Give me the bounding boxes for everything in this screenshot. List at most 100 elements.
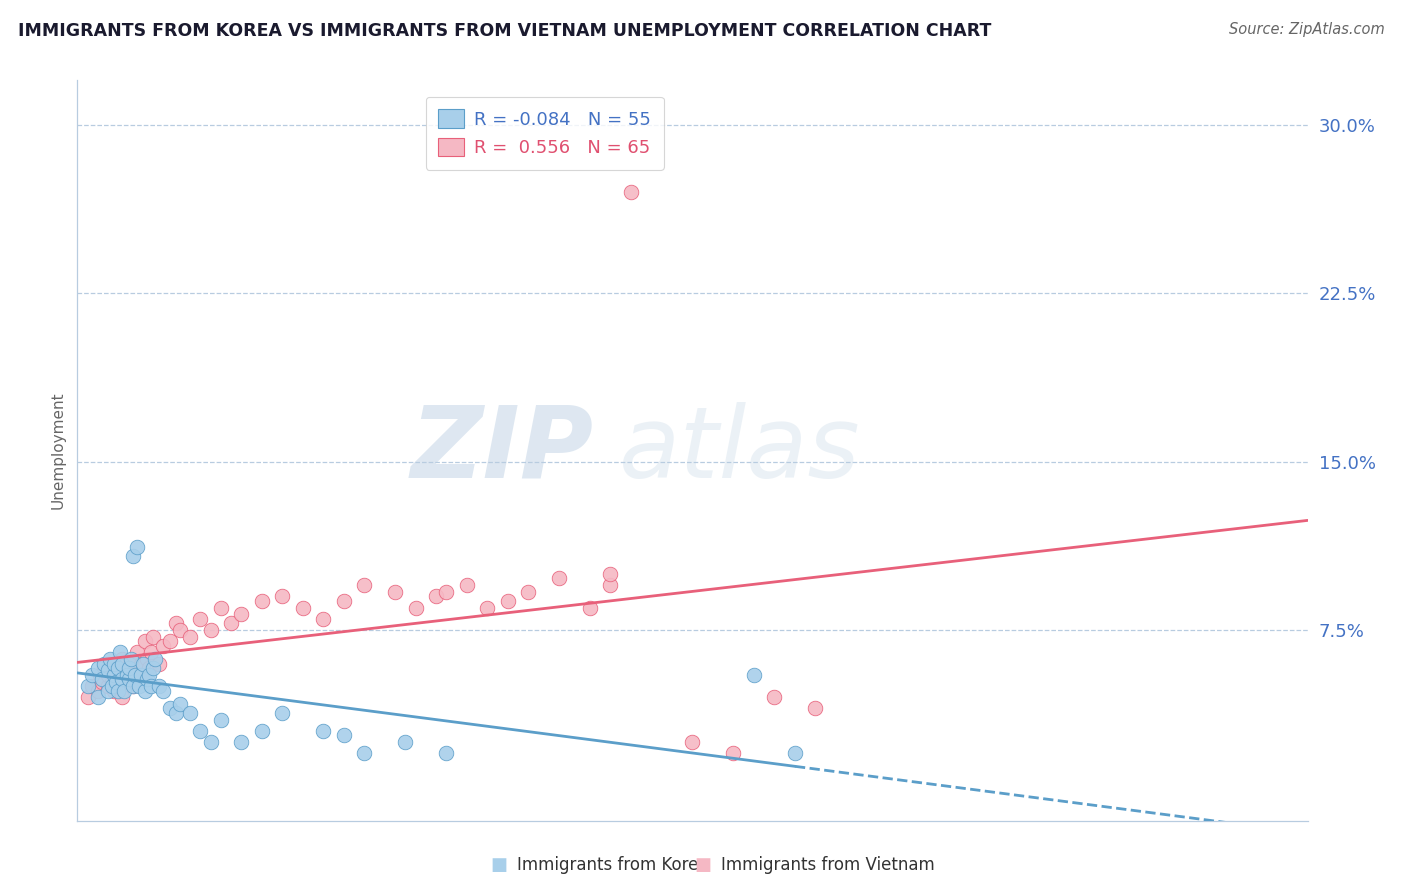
Point [111,690,134,705]
Point [80,668,103,682]
Point [87,683,110,698]
Point [121,679,143,693]
Point [76,679,98,693]
Point [148,657,170,671]
Point [90,673,114,687]
Point [599,578,621,592]
Point [120,652,142,666]
Point [93,657,115,671]
Point [97,679,120,693]
Point [117,673,139,687]
Point [89,668,111,682]
Point [97,663,120,677]
Point [312,612,335,626]
Point [114,683,136,698]
Point [124,668,146,682]
Text: Source: ZipAtlas.com: Source: ZipAtlas.com [1229,22,1385,37]
Point [200,623,222,637]
Point [80,679,103,693]
Point [209,600,232,615]
Point [152,683,174,698]
Point [103,657,125,671]
Point [436,584,458,599]
Point [141,645,163,659]
Point [599,566,621,581]
Point [333,728,356,742]
Text: ZIP: ZIP [411,402,595,499]
Point [271,706,294,720]
Point [117,668,139,682]
Point [291,600,314,615]
Point [97,683,120,698]
Point [134,683,156,698]
Point [548,571,571,585]
Point [103,668,125,682]
Point [111,652,134,666]
Point [76,690,98,705]
Point [169,623,191,637]
Point [110,645,132,659]
Point [114,674,136,689]
Point [87,690,110,705]
Point [179,706,201,720]
Point [136,673,159,687]
Point [165,706,187,720]
Point [456,578,478,592]
Point [105,674,128,689]
Point [620,186,643,200]
Point [333,594,356,608]
Point [98,657,121,671]
Point [105,668,128,682]
Point [124,668,146,682]
Point [682,735,704,749]
Point [179,630,201,644]
Point [111,673,134,687]
Point [111,657,134,671]
Legend: R = -0.084   N = 55, R =  0.556   N = 65: R = -0.084 N = 55, R = 0.556 N = 65 [426,96,664,169]
Point [231,607,253,622]
Point [804,701,827,715]
Point [93,661,115,675]
Point [120,657,142,671]
Point [128,674,150,689]
Point [159,634,181,648]
Point [188,723,212,738]
Point [312,723,335,738]
Point [138,661,160,675]
Point [742,668,765,682]
Point [165,616,187,631]
Point [209,713,232,727]
Point [121,679,143,693]
Point [384,584,406,599]
Point [117,661,139,675]
Point [148,679,170,693]
Point [101,674,124,689]
Point [115,661,138,675]
Point [405,600,427,615]
Point [107,661,129,675]
Text: Immigrants from Vietnam: Immigrants from Vietnam [721,856,935,874]
Point [143,652,166,666]
Point [136,652,159,666]
Point [219,616,242,631]
Point [250,594,273,608]
Point [115,668,138,682]
Point [579,600,602,615]
Point [783,747,806,761]
Point [125,540,148,554]
Point [425,589,447,603]
Point [477,600,499,615]
Point [159,701,181,715]
Point [129,668,152,682]
Point [97,668,120,682]
Point [517,584,540,599]
Point [763,690,786,705]
Point [138,668,160,682]
Point [132,657,155,671]
Text: ■: ■ [491,856,508,874]
Point [353,747,375,761]
Point [103,683,125,698]
Text: IMMIGRANTS FROM KOREA VS IMMIGRANTS FROM VIETNAM UNEMPLOYMENT CORRELATION CHART: IMMIGRANTS FROM KOREA VS IMMIGRANTS FROM… [18,22,991,40]
Point [723,747,745,761]
Text: ■: ■ [695,856,711,874]
